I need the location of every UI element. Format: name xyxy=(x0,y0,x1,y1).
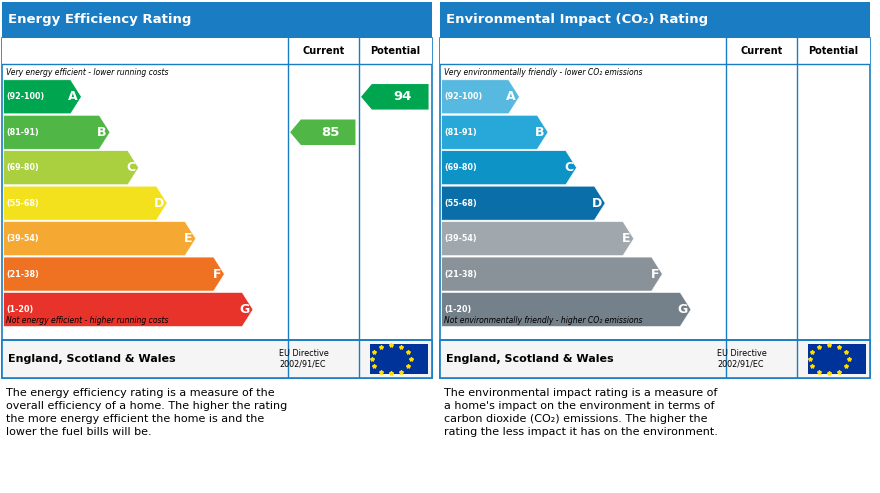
Text: B: B xyxy=(97,126,106,139)
Bar xyxy=(2,340,432,378)
Text: The energy efficiency rating is a measure of the
overall efficiency of a home. T: The energy efficiency rating is a measur… xyxy=(6,387,288,437)
Text: (39-54): (39-54) xyxy=(6,234,39,243)
Polygon shape xyxy=(442,186,605,220)
Text: Current: Current xyxy=(303,46,345,56)
Bar xyxy=(370,344,428,374)
Polygon shape xyxy=(442,257,663,291)
Text: Very energy efficient - lower running costs: Very energy efficient - lower running co… xyxy=(6,68,169,77)
Polygon shape xyxy=(442,222,634,255)
Polygon shape xyxy=(4,115,110,149)
Polygon shape xyxy=(4,222,195,255)
Text: (55-68): (55-68) xyxy=(6,199,39,208)
Text: England, Scotland & Wales: England, Scotland & Wales xyxy=(446,354,614,364)
Bar xyxy=(440,38,870,64)
Polygon shape xyxy=(442,80,519,114)
Polygon shape xyxy=(4,257,224,291)
Text: G: G xyxy=(239,303,250,316)
Bar xyxy=(2,38,432,64)
Polygon shape xyxy=(4,80,81,114)
Text: F: F xyxy=(650,268,659,281)
Polygon shape xyxy=(442,292,691,326)
Text: A: A xyxy=(506,90,516,104)
Text: EU Directive
2002/91/EC: EU Directive 2002/91/EC xyxy=(717,350,767,369)
Text: (1-20): (1-20) xyxy=(6,305,33,314)
Polygon shape xyxy=(290,119,356,145)
Bar xyxy=(808,344,866,374)
Bar xyxy=(440,2,870,38)
Text: Potential: Potential xyxy=(370,46,421,56)
Text: (21-38): (21-38) xyxy=(444,270,477,279)
Text: Not energy efficient - higher running costs: Not energy efficient - higher running co… xyxy=(6,317,169,325)
Text: (92-100): (92-100) xyxy=(444,92,482,101)
Text: (81-91): (81-91) xyxy=(6,128,39,137)
Text: Potential: Potential xyxy=(809,46,859,56)
Text: C: C xyxy=(126,161,136,174)
Text: Current: Current xyxy=(740,46,782,56)
Polygon shape xyxy=(442,151,576,185)
Polygon shape xyxy=(4,292,253,326)
Text: Not environmentally friendly - higher CO₂ emissions: Not environmentally friendly - higher CO… xyxy=(444,317,642,325)
Polygon shape xyxy=(442,115,548,149)
Text: D: D xyxy=(591,197,602,210)
Text: Very environmentally friendly - lower CO₂ emissions: Very environmentally friendly - lower CO… xyxy=(444,68,642,77)
Polygon shape xyxy=(361,84,429,109)
Text: EU Directive
2002/91/EC: EU Directive 2002/91/EC xyxy=(279,350,329,369)
Text: C: C xyxy=(564,161,573,174)
Text: Energy Efficiency Rating: Energy Efficiency Rating xyxy=(9,13,192,26)
Bar xyxy=(2,2,432,38)
Text: (55-68): (55-68) xyxy=(444,199,477,208)
Text: (69-80): (69-80) xyxy=(6,163,39,172)
Text: The environmental impact rating is a measure of
a home's impact on the environme: The environmental impact rating is a mea… xyxy=(444,387,718,437)
Polygon shape xyxy=(4,186,167,220)
Text: E: E xyxy=(622,232,630,245)
Text: A: A xyxy=(69,90,78,104)
Text: (1-20): (1-20) xyxy=(444,305,472,314)
Text: Environmental Impact (CO₂) Rating: Environmental Impact (CO₂) Rating xyxy=(446,13,708,26)
Text: (92-100): (92-100) xyxy=(6,92,45,101)
Text: B: B xyxy=(535,126,545,139)
Polygon shape xyxy=(4,151,138,185)
Text: (21-38): (21-38) xyxy=(6,270,40,279)
Text: D: D xyxy=(153,197,164,210)
Text: (81-91): (81-91) xyxy=(444,128,477,137)
Text: G: G xyxy=(678,303,687,316)
Text: E: E xyxy=(184,232,193,245)
Text: F: F xyxy=(212,268,221,281)
Text: (69-80): (69-80) xyxy=(444,163,477,172)
Text: 94: 94 xyxy=(393,90,412,104)
Text: (39-54): (39-54) xyxy=(444,234,477,243)
Text: 85: 85 xyxy=(321,126,340,139)
Text: England, Scotland & Wales: England, Scotland & Wales xyxy=(9,354,176,364)
Bar xyxy=(440,340,870,378)
